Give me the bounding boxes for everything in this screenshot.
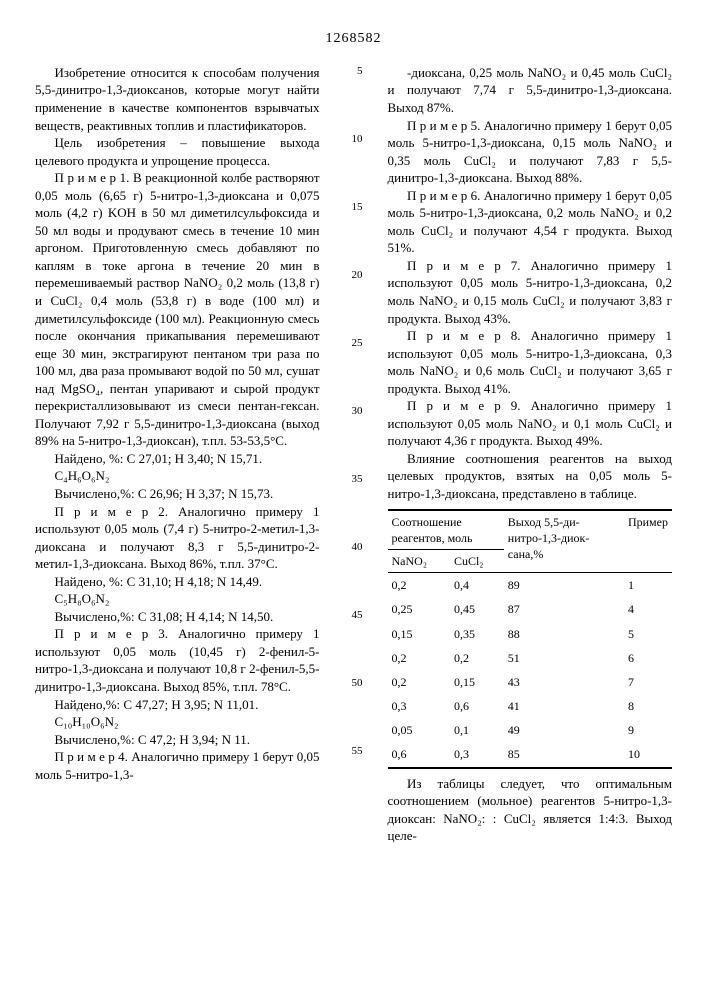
table-cell: 0,2: [388, 573, 450, 598]
line-numbers: 5 10 15 20 25 30 35 40 45 50 55: [345, 64, 363, 845]
para: П р и м е р 4. Аналогично примеру 1 беру…: [35, 748, 320, 783]
right-column: -диоксана, 0,25 моль NaNO₂ и 0,45 моль C…: [388, 64, 673, 845]
table-row: 0,20,4891: [388, 573, 673, 598]
table-cell: 9: [624, 718, 672, 742]
table-row: 0,60,38510: [388, 742, 673, 767]
formula: C₁₀H₁₀O₆N₂: [35, 713, 320, 731]
line-num: 25: [345, 336, 363, 404]
th-ratio: Соотношение реагентов, моль: [388, 510, 504, 550]
line-num: 50: [345, 676, 363, 744]
para: Найдено,%: С 47,27; Н 3,95; N 11,01.: [35, 696, 320, 714]
para: П р и м е р 6. Аналогично примеру 1 беру…: [388, 187, 673, 257]
table-row: 0,20,15437: [388, 670, 673, 694]
th-example: Пример: [624, 510, 672, 573]
table-cell: 85: [504, 742, 624, 767]
formula: C₄H₆O₆N₂: [35, 467, 320, 485]
results-table: Соотношение реагентов, моль Выход 5,5-ди…: [388, 509, 673, 769]
para: Вычислено,%: С 47,2; Н 3,94; N 11.: [35, 731, 320, 749]
table-cell: 7: [624, 670, 672, 694]
table-cell: 8: [624, 694, 672, 718]
para: Цель изобретения – повышение выхода целе…: [35, 134, 320, 169]
table-cell: 41: [504, 694, 624, 718]
table-cell: 0,3: [388, 694, 450, 718]
line-num: 35: [345, 472, 363, 540]
line-num: 20: [345, 268, 363, 336]
para: Влияние соотношения реагентов на выход ц…: [388, 450, 673, 503]
th-cucl2: CuCl₂: [450, 549, 504, 572]
table-body: 0,20,48910,250,458740,150,358850,20,2516…: [388, 573, 673, 768]
table-cell: 0,25: [388, 597, 450, 621]
table-cell: 0,2: [450, 646, 504, 670]
table-row: 0,250,45874: [388, 597, 673, 621]
columns: Изобретение относится к способам получен…: [35, 64, 672, 845]
table-row: 0,050,1499: [388, 718, 673, 742]
table-cell: 89: [504, 573, 624, 598]
para: Найдено, %: С 31,10; Н 4,18; N 14,49.: [35, 573, 320, 591]
table-cell: 0,05: [388, 718, 450, 742]
formula: C₅H₈O₆N₂: [35, 590, 320, 608]
table-row: 0,30,6418: [388, 694, 673, 718]
table-cell: 0,15: [450, 670, 504, 694]
table-cell: 0,35: [450, 622, 504, 646]
line-num: 30: [345, 404, 363, 472]
table-cell: 0,6: [450, 694, 504, 718]
table-cell: 4: [624, 597, 672, 621]
para: Вычислено,%: С 31,08; Н 4,14; N 14,50.: [35, 608, 320, 626]
para: П р и м е р 5. Аналогично примеру 1 беру…: [388, 117, 673, 187]
table-cell: 5: [624, 622, 672, 646]
table-cell: 88: [504, 622, 624, 646]
para: П р и м е р 7. Аналогично примеру 1 испо…: [388, 257, 673, 327]
line-num: 40: [345, 540, 363, 608]
line-num: 15: [345, 200, 363, 268]
table-cell: 43: [504, 670, 624, 694]
table-cell: 0,3: [450, 742, 504, 767]
line-num: 45: [345, 608, 363, 676]
table-cell: 49: [504, 718, 624, 742]
table-row: 0,150,35885: [388, 622, 673, 646]
table-cell: 10: [624, 742, 672, 767]
para: П р и м е р 8. Аналогично примеру 1 испо…: [388, 327, 673, 397]
th-yield: Выход 5,5-ди-нитро-1,3-диок-сана,%: [504, 510, 624, 573]
table-cell: 0,2: [388, 670, 450, 694]
left-column: Изобретение относится к способам получен…: [35, 64, 320, 845]
table-cell: 0,2: [388, 646, 450, 670]
table-row: 0,20,2516: [388, 646, 673, 670]
table-cell: 0,1: [450, 718, 504, 742]
table-cell: 0,15: [388, 622, 450, 646]
doc-number: 1268582: [35, 30, 672, 49]
para: Вычислено,%: С 26,96; Н 3,37; N 15,73.: [35, 485, 320, 503]
th-nano2: NaNO₂: [388, 549, 450, 572]
table-cell: 0,6: [388, 742, 450, 767]
para: Из таблицы следует, что оптимальным соот…: [388, 775, 673, 845]
table-cell: 0,45: [450, 597, 504, 621]
table-cell: 1: [624, 573, 672, 598]
para: -диоксана, 0,25 моль NaNO₂ и 0,45 моль C…: [388, 64, 673, 117]
table-cell: 0,4: [450, 573, 504, 598]
para: П р и м е р 1. В реакционной колбе раств…: [35, 169, 320, 450]
para: Найдено, %: С 27,01; Н 3,40; N 15,71.: [35, 450, 320, 468]
table-cell: 6: [624, 646, 672, 670]
line-num: 10: [345, 132, 363, 200]
table-cell: 51: [504, 646, 624, 670]
para: Изобретение относится к способам получен…: [35, 64, 320, 134]
para: П р и м е р 3. Аналогично примеру 1 испо…: [35, 625, 320, 695]
para: П р и м е р 2. Аналогично примеру 1 испо…: [35, 503, 320, 573]
line-num: 5: [345, 64, 363, 132]
table-cell: 87: [504, 597, 624, 621]
para: П р и м е р 9. Аналогично примеру 1 испо…: [388, 397, 673, 450]
line-num: 55: [345, 744, 363, 812]
